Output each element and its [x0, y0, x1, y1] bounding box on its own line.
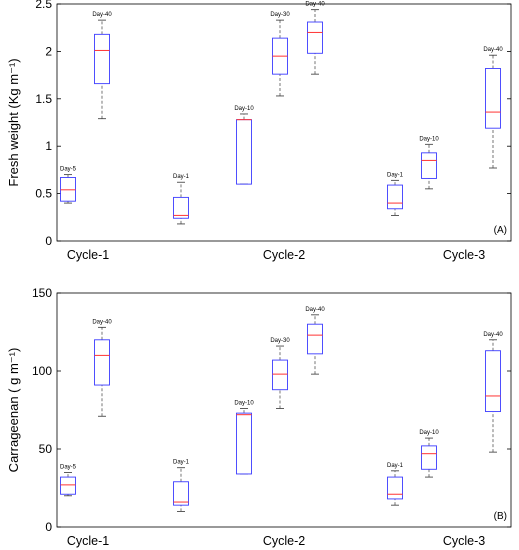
box-iqr: [421, 152, 437, 179]
box-label: Day-1: [387, 463, 404, 469]
box-day-5: Day-5: [60, 464, 77, 497]
box-day-5: Day-5: [60, 167, 77, 204]
y-tick-label: 0: [45, 520, 52, 534]
y-tick-label: 100: [32, 364, 52, 378]
box-day-30: Day-30: [270, 338, 290, 409]
box-day-10: Day-10: [234, 400, 254, 475]
box-label: Day-40: [483, 332, 503, 338]
box-label: Day-30: [270, 12, 290, 18]
box-day-1: Day-1: [173, 460, 190, 512]
panel-b: 0 50 100 150 Cycle-1 Cycle-2 Cycle-3 Carrageena…: [6, 286, 512, 548]
box-day-40: Day-40: [305, 307, 325, 375]
x-category-label: Cycle-2: [263, 534, 305, 548]
box-iqr: [421, 445, 437, 470]
box-label: Day-40: [483, 47, 503, 53]
box-iqr: [307, 323, 323, 355]
y-axis-label: Fresh weight (Kg m⁻¹): [6, 58, 21, 186]
box-day-40: Day-40: [483, 332, 503, 453]
box-iqr: [387, 476, 403, 500]
y-tick-label: 150: [32, 286, 52, 300]
plot-frame: [56, 3, 512, 242]
box-day-40: Day-40: [92, 319, 112, 417]
box-iqr: [173, 196, 189, 219]
box-iqr: [60, 476, 76, 495]
box-day-30: Day-30: [270, 12, 290, 97]
box-label: Day-1: [387, 172, 404, 178]
box-day-1: Day-1: [387, 463, 404, 506]
y-tick-label: 2.5: [35, 0, 52, 11]
box-iqr: [485, 68, 501, 129]
box-label: Day-1: [173, 174, 190, 180]
box-label: Day-10: [234, 400, 254, 406]
box-iqr: [485, 350, 501, 413]
y-axis-label: Carrageenan ( g m⁻¹): [6, 348, 21, 473]
x-category-label: Cycle-1: [67, 534, 109, 548]
box-label: Day-10: [234, 106, 254, 112]
box-day-40: Day-40: [305, 2, 325, 75]
box-label: Day-40: [92, 319, 112, 325]
box-iqr: [173, 481, 189, 506]
x-category-label: Cycle-3: [443, 534, 485, 548]
box-day-1: Day-1: [387, 172, 404, 216]
box-iqr: [272, 359, 288, 391]
y-tick-label: 1.5: [35, 92, 52, 106]
box-day-40: Day-40: [483, 47, 503, 169]
box-iqr: [94, 33, 110, 85]
box-iqr: [236, 412, 252, 475]
box-day-10: Day-10: [234, 106, 254, 185]
y-tick-label: 0: [45, 234, 52, 248]
box-iqr: [236, 119, 252, 185]
y-tick-label: 0.5: [35, 187, 52, 201]
box-label: Day-5: [60, 167, 77, 173]
box-label: Day-30: [270, 338, 290, 344]
box-day-10: Day-10: [419, 136, 439, 190]
panel-label: (A): [494, 225, 507, 236]
x-category-label: Cycle-3: [443, 248, 485, 262]
y-tick-label: 1: [45, 139, 52, 153]
box-label: Day-5: [60, 464, 77, 470]
box-day-1: Day-1: [173, 174, 190, 225]
box-iqr: [307, 21, 323, 54]
box-iqr: [387, 184, 403, 210]
box-day-10: Day-10: [419, 430, 439, 478]
plot-frame: [56, 292, 512, 528]
x-category-label: Cycle-1: [67, 248, 109, 262]
box-day-40: Day-40: [92, 12, 112, 120]
box-label: Day-40: [305, 307, 325, 313]
box-label: Day-40: [92, 12, 112, 18]
panel-label: (B): [494, 511, 507, 522]
x-category-label: Cycle-2: [263, 248, 305, 262]
box-label: Day-10: [419, 430, 439, 436]
box-label: Day-1: [173, 460, 190, 466]
box-iqr: [94, 339, 110, 386]
y-tick-label: 50: [39, 442, 53, 456]
box-label: Day-40: [305, 2, 325, 8]
box-label: Day-10: [419, 136, 439, 142]
panel-a: 0 0.5 1 1.5 2 2.5 Cycle-1 Cycle-2 Cycle-3 Fresh w…: [6, 0, 512, 262]
y-tick-label: 2: [45, 44, 52, 58]
